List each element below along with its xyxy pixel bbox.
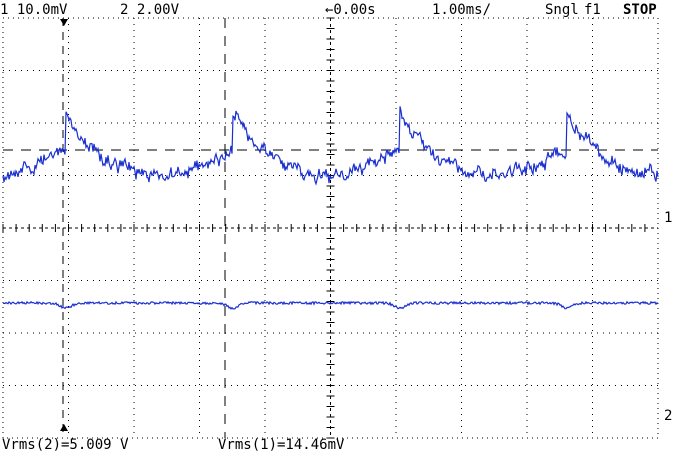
delay: ←0.00s — [325, 2, 376, 18]
trigger-marker-bottom — [60, 424, 68, 431]
trigger-marker-top — [60, 19, 68, 26]
graticule — [2, 17, 658, 439]
measurement-ch2: Vrms(2)=5.009 V — [2, 437, 129, 452]
run-state: STOP — [623, 2, 657, 18]
ch2-marker: 2 — [664, 408, 672, 424]
measurement-ch1: Vrms(1)=14.46mV — [218, 437, 345, 452]
ch1-marker: 1 — [664, 210, 672, 226]
channel1-waveform — [2, 106, 659, 186]
frame — [2, 17, 659, 439]
timebase: 1.00ms/ — [432, 2, 491, 18]
ch2-scale: 2 2.00V — [120, 2, 180, 18]
ch1-scale: 1 10.0mV — [0, 2, 68, 18]
channel2-waveform — [2, 300, 659, 310]
trigger-source: f1 — [584, 2, 601, 18]
acq-mode: Sngl — [545, 2, 579, 18]
